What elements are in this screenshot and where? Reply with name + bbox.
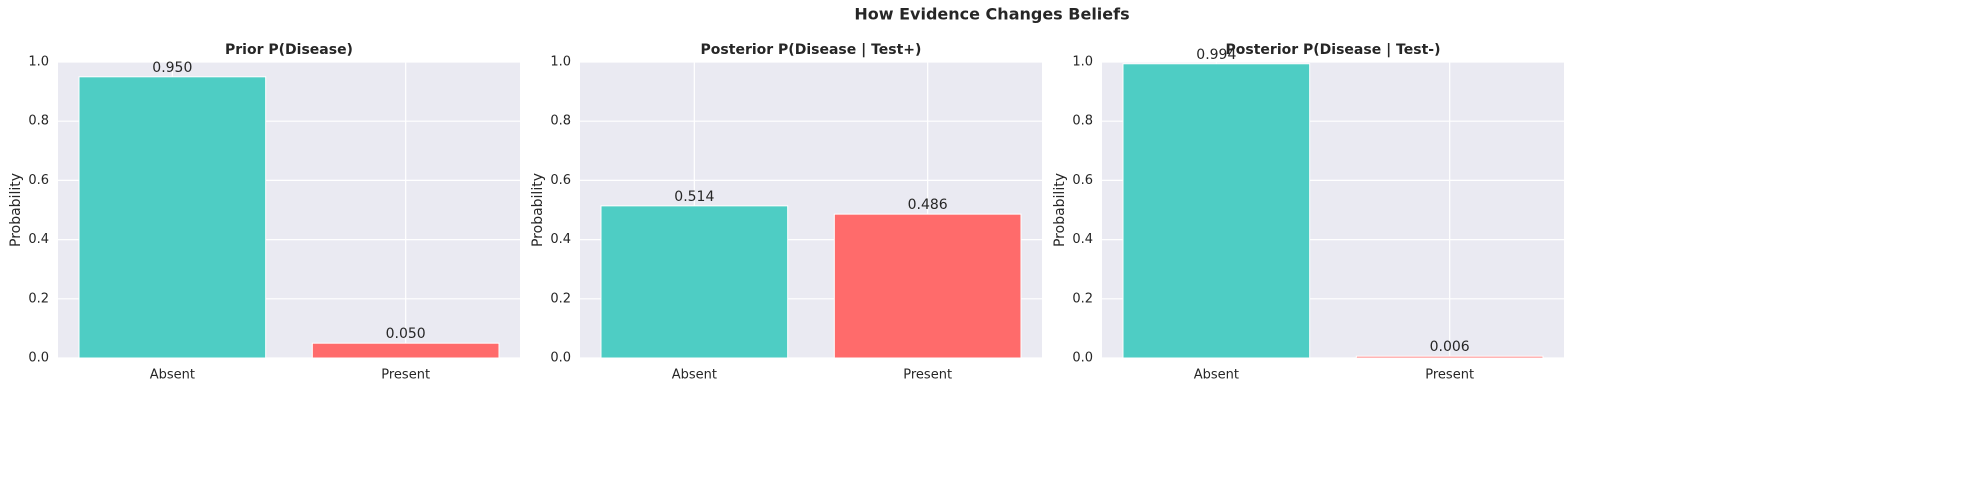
y-tick-label: 0.8	[1072, 114, 1093, 129]
y-tick-label: 0.8	[550, 114, 571, 129]
y-tick-label: 0.4	[28, 232, 49, 247]
x-tick-label: Present	[1425, 368, 1474, 383]
bar	[1355, 355, 1544, 359]
y-tick-label: 0.6	[28, 173, 49, 188]
y-tick-label: 1.0	[550, 55, 571, 70]
value-label: 0.514	[674, 189, 714, 205]
y-tick-label: 0.6	[550, 173, 571, 188]
axes-title: Prior P(Disease)	[225, 42, 353, 58]
x-tick-label: Absent	[672, 368, 717, 383]
y-tick-label: 0.4	[1072, 232, 1093, 247]
axes-title: Posterior P(Disease | Test-)	[1226, 42, 1441, 58]
x-tick-label: Present	[381, 368, 430, 383]
x-tick-label: Absent	[150, 368, 195, 383]
y-tick-label: 0.0	[550, 351, 571, 366]
y-tick-label: 0.2	[28, 291, 49, 306]
value-label: 0.050	[386, 326, 426, 342]
y-tick-label: 0.0	[1072, 351, 1093, 366]
y-tick-label: 0.8	[28, 114, 49, 129]
bar	[311, 342, 500, 359]
y-axis-label: Probability	[530, 173, 546, 247]
y-tick-label: 0.0	[28, 351, 49, 366]
value-label: 0.006	[1430, 339, 1470, 355]
value-label: 0.994	[1196, 47, 1236, 63]
y-tick-label: 1.0	[1072, 55, 1093, 70]
bar	[1122, 63, 1311, 359]
x-tick-label: Present	[903, 368, 952, 383]
y-tick-label: 0.4	[550, 232, 571, 247]
value-label: 0.950	[152, 60, 192, 76]
y-axis-label: Probability	[1052, 173, 1068, 247]
y-tick-label: 1.0	[28, 55, 49, 70]
bar	[78, 76, 267, 359]
value-label: 0.486	[908, 197, 948, 213]
y-tick-label: 0.6	[1072, 173, 1093, 188]
y-tick-label: 0.2	[550, 291, 571, 306]
y-tick-label: 0.2	[1072, 291, 1093, 306]
bar	[600, 205, 789, 359]
figure-title: How Evidence Changes Beliefs	[854, 5, 1129, 24]
axes-title: Posterior P(Disease | Test+)	[701, 42, 922, 58]
y-axis-label: Probability	[8, 173, 24, 247]
bar	[833, 213, 1022, 359]
x-tick-label: Absent	[1194, 368, 1239, 383]
